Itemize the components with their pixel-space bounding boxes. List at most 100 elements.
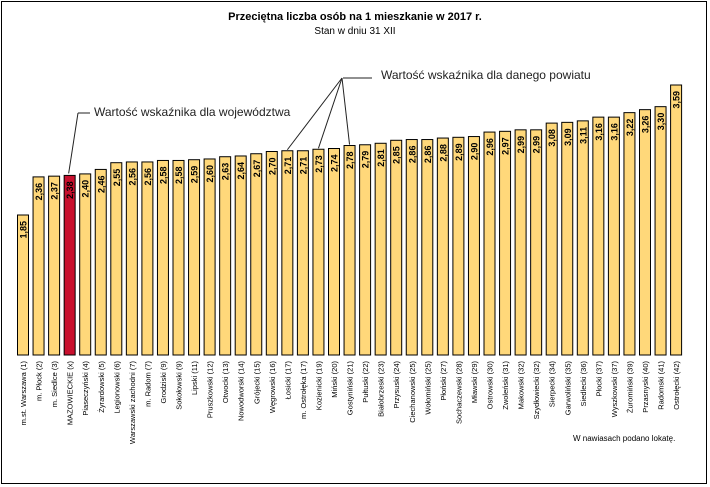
annotation-powiat: Wartość wskaźnika dla danego powiatu: [381, 68, 591, 82]
value-label-16: 2,70: [267, 157, 277, 175]
value-label-32: 2,99: [516, 136, 526, 154]
category-label-28: Sochaczewski (28): [454, 361, 463, 424]
bar-39: [623, 112, 636, 356]
value-label-37: 3,16: [594, 123, 604, 141]
category-label-11: Lipski (11): [190, 361, 199, 396]
bar-13: [219, 156, 232, 356]
category-label-4: Piaseczyński (4): [81, 361, 90, 416]
bar-32: [514, 129, 527, 356]
value-label-35: 3,09: [563, 128, 573, 146]
value-label-25: 2,86: [407, 146, 417, 164]
chart-subtitle: Stan w dniu 31 XII: [314, 26, 396, 37]
bar-25: [405, 139, 418, 356]
value-label-34: 3,08: [547, 129, 557, 147]
value-label-11: 2,59: [190, 166, 200, 184]
category-label-26: Wołomiński (25): [423, 360, 432, 414]
category-label-31: Zwoleński (31): [501, 360, 510, 409]
category-label-32: Makowski (32): [517, 360, 526, 409]
footnote: W nawiasach podano lokatę.: [573, 434, 676, 443]
category-label-2: m. Siedlce (3): [50, 360, 59, 407]
value-label-20: 2,74: [330, 155, 340, 173]
bar-19: [312, 148, 325, 356]
value-label-40: 3,26: [641, 116, 651, 134]
callout-line-woj-0: [68, 112, 79, 174]
bar-16: [265, 150, 278, 356]
bar-42: [670, 84, 683, 356]
category-label-21: Gostyniński (21): [346, 361, 355, 416]
value-label-33: 2,99: [532, 136, 542, 154]
category-label-3: MAZOWIECKIE (x): [66, 361, 75, 426]
value-label-22: 2,79: [361, 151, 371, 169]
value-label-13: 2,63: [221, 163, 231, 181]
value-label-42: 3,59: [672, 91, 682, 109]
callout-line-powiat-2: [341, 77, 351, 145]
value-label-24: 2,85: [392, 146, 402, 164]
category-label-22: Pułtuski (22): [361, 361, 370, 403]
value-label-10: 2,58: [174, 166, 184, 184]
value-label-30: 2,96: [485, 138, 495, 156]
value-label-8: 2,56: [143, 168, 153, 186]
bar-10: [172, 159, 185, 356]
value-label-21: 2,78: [345, 152, 355, 170]
bar-23: [374, 142, 387, 356]
bar-30: [483, 131, 496, 356]
value-label-4: 2,40: [81, 180, 91, 198]
category-label-25: Ciechanowski (25): [408, 361, 417, 423]
category-label-20: Miński (20): [330, 361, 339, 398]
category-label-24: Przysuski (24): [392, 361, 401, 409]
category-label-18: m. Ostrołęka (17): [299, 361, 308, 419]
category-label-36: Siedlecki (36): [579, 360, 588, 406]
value-label-14: 2,64: [236, 162, 246, 180]
bar-12: [203, 158, 216, 356]
category-label-38: Wyszkowski (37): [610, 361, 619, 418]
category-label-39: Żuromiński (39): [625, 360, 634, 413]
category-label-10: Sokołowski (9): [175, 360, 184, 409]
value-label-15: 2,67: [252, 160, 262, 178]
value-label-0: 1,85: [19, 221, 29, 239]
category-label-29: Mławski (29): [470, 361, 479, 404]
bar-20: [328, 148, 340, 356]
category-label-40: Przasnyski (40): [641, 361, 650, 413]
bar-26: [421, 139, 434, 356]
bar-29: [467, 136, 480, 356]
category-label-42: Ostrołęcki (42): [672, 361, 681, 410]
bar-0: [17, 214, 29, 356]
annotation-wojewodztwo: Wartość wskaźnika dla województwa: [94, 105, 291, 119]
category-label-13: Otwocki (13): [221, 360, 230, 403]
chart-title: Przeciętna liczba osób na 1 mieszkanie w…: [228, 11, 482, 23]
category-label-16: Węgrowski (16): [268, 360, 277, 413]
category-label-7: Warszawski zachodni (7): [128, 361, 137, 445]
value-label-38: 3,16: [609, 123, 619, 141]
category-label-30: Ostrowski (30): [486, 361, 495, 410]
category-label-33: Szydłowiecki (32): [532, 361, 541, 420]
value-label-39: 3,22: [625, 119, 635, 137]
category-label-27: Płoński (27): [439, 361, 448, 401]
value-label-17: 2,71: [283, 157, 293, 175]
bar-38: [607, 116, 620, 356]
bar-3: [63, 174, 76, 356]
category-label-17: Łosicki (17): [283, 361, 292, 400]
value-label-2: 2,37: [50, 182, 60, 200]
category-label-12: Pruszkowski (12): [206, 361, 215, 419]
bar-17: [281, 150, 294, 356]
bar-27: [436, 137, 449, 356]
value-label-41: 3,30: [656, 113, 666, 131]
category-label-15: Grójecki (15): [252, 361, 261, 404]
category-label-1: m. Płock (2): [35, 361, 44, 402]
category-label-35: Garwoliński (35): [563, 361, 572, 416]
value-label-3: 2,38: [65, 181, 75, 199]
bar-5: [94, 168, 107, 356]
bar-15: [250, 153, 263, 356]
category-label-9: Grodziski (9): [159, 361, 168, 404]
bar-36: [576, 120, 589, 356]
value-label-31: 2,97: [501, 137, 511, 155]
category-label-6: Legionowski (6): [112, 361, 121, 414]
bar-34: [545, 122, 558, 356]
bar-2: [48, 175, 61, 356]
value-label-27: 2,88: [438, 144, 448, 162]
value-label-36: 3,11: [578, 127, 588, 144]
category-label-41: Radomski (41): [657, 360, 666, 409]
bar-24: [390, 139, 403, 356]
value-label-6: 2,55: [112, 169, 122, 187]
bar-7: [125, 161, 138, 356]
